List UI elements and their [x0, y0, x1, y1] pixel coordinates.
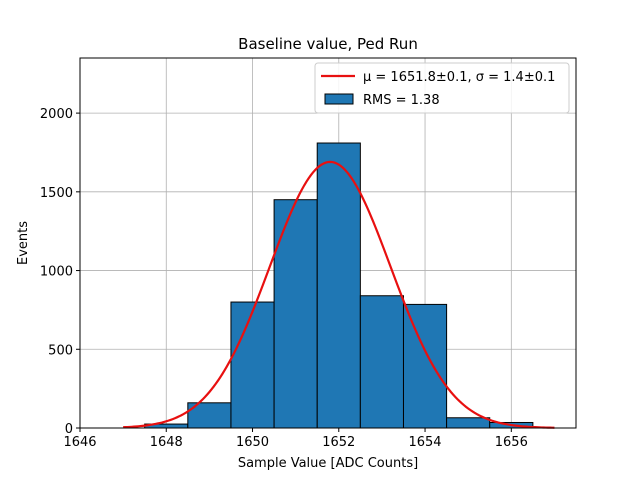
histogram-bar	[402, 303, 448, 429]
gaussian-fit	[123, 160, 555, 429]
x-axis-ticks: 1646 1648 1650 1652 1654 1656	[63, 428, 528, 450]
histogram-bar	[230, 301, 275, 429]
histogram-bars	[144, 142, 534, 429]
y-axis-ticks: 0 500 1000 1500 2000	[40, 107, 80, 437]
histogram-bar	[446, 417, 491, 429]
histogram-bar	[273, 199, 318, 429]
y-tick-label: 500	[48, 343, 73, 358]
x-tick-label: 1656	[495, 435, 528, 450]
x-tick-label: 1650	[236, 435, 269, 450]
histogram-bar	[316, 142, 361, 429]
y-tick-label: 0	[65, 422, 73, 437]
fit-curve	[123, 160, 555, 429]
y-tick-label: 1500	[40, 186, 73, 201]
legend-fit-label: μ = 1651.8±0.1, σ = 1.4±0.1	[363, 70, 555, 85]
x-tick-label: 1646	[63, 435, 96, 450]
plot-frame	[79, 57, 577, 429]
x-tick-label: 1648	[150, 435, 183, 450]
legend-hist-swatch	[324, 93, 354, 105]
x-tick-label: 1652	[322, 435, 355, 450]
chart-title: Baseline value, Ped Run	[238, 35, 418, 53]
y-tick-label: 2000	[40, 107, 73, 122]
histogram-bar	[359, 295, 404, 429]
y-tick-label: 1000	[40, 265, 73, 280]
legend: μ = 1651.8±0.1, σ = 1.4±0.1 RMS = 1.38	[314, 62, 570, 114]
y-axis-label: Events	[16, 221, 31, 265]
legend-box	[314, 62, 570, 114]
legend-hist-label: RMS = 1.38	[363, 93, 440, 108]
x-axis-label: Sample Value [ADC Counts]	[238, 456, 418, 471]
x-tick-label: 1654	[408, 435, 441, 450]
